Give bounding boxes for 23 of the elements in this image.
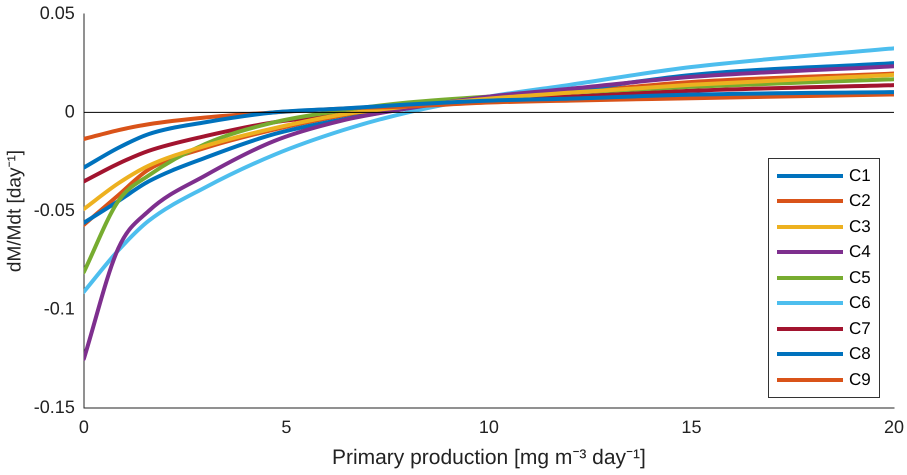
legend-label: C2 — [848, 191, 871, 212]
y-axis-title: dM/Mdt [day⁻¹] — [4, 150, 26, 272]
y-tick-label: -0.1 — [44, 298, 75, 319]
y-tick-label: -0.05 — [34, 200, 75, 220]
line-series — [84, 64, 894, 361]
legend-label: C4 — [848, 242, 871, 262]
y-tick-label: -0.15 — [34, 397, 75, 418]
x-tick-label: 5 — [281, 416, 292, 437]
x-tick-label: 15 — [681, 416, 702, 437]
legend-label: C8 — [848, 344, 871, 364]
x-axis-title: Primary production [mg m⁻³ day⁻¹] — [332, 446, 646, 470]
x-tick-label: 20 — [884, 416, 904, 437]
x-tick-label: 10 — [478, 416, 499, 437]
legend-label: C9 — [848, 370, 871, 390]
line-series — [84, 90, 894, 170]
legend-label: C5 — [848, 268, 871, 288]
legend-label: C1 — [848, 166, 871, 186]
y-tick-label: 0.05 — [40, 2, 75, 23]
y-tick-label: 0 — [64, 101, 75, 122]
legend-label: C7 — [848, 318, 871, 339]
legend-label: C6 — [848, 293, 871, 314]
legend-label: C3 — [848, 216, 871, 237]
x-tick-label: 0 — [78, 416, 89, 437]
